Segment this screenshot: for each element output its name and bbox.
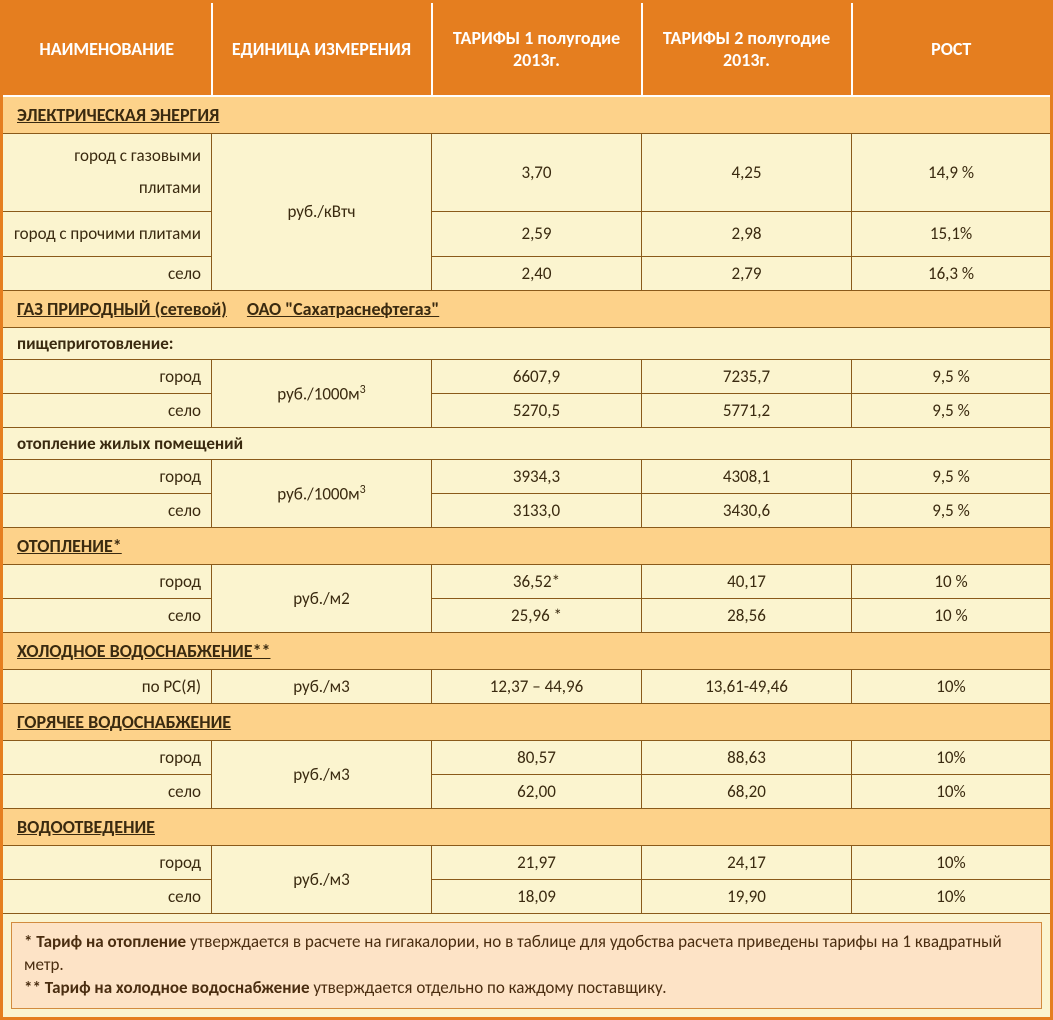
note-1: * Тариф на отопление утверждается в расч… xyxy=(24,931,1029,977)
val-t1: 25,96 * xyxy=(432,598,642,632)
gas-sub-heating: отопление жилых помещений xyxy=(2,427,1052,459)
row-name: село xyxy=(2,393,212,427)
section-electricity: ЭЛЕКТРИЧЕСКАЯ ЭНЕРГИЯ xyxy=(2,96,1052,134)
unit-cell: руб./1000м3 xyxy=(212,359,432,427)
header-growth: РОСТ xyxy=(852,2,1052,97)
val-g: 10% xyxy=(852,845,1052,879)
header-unit: ЕДИНИЦА ИЗМЕРЕНИЯ xyxy=(212,2,432,97)
row-name: село xyxy=(2,774,212,808)
table-row: село 5270,5 5771,2 9,5 % xyxy=(2,393,1052,427)
val-t1: 2,40 xyxy=(432,256,642,290)
val-t1: 3934,3 xyxy=(432,459,642,493)
table-row: по РС(Я) руб./м3 12,37 – 44,96 13,61-49,… xyxy=(2,669,1052,703)
row-name: город xyxy=(2,564,212,598)
notes-box: * Тариф на отопление утверждается в расч… xyxy=(11,922,1042,1009)
row-name: село xyxy=(2,493,212,527)
val-t2: 7235,7 xyxy=(642,359,852,393)
table-row: село 25,96 * 28,56 10 % xyxy=(2,598,1052,632)
unit-cell: руб./кВтч xyxy=(212,134,432,291)
unit-cell: руб./м3 xyxy=(212,669,432,703)
val-g: 10% xyxy=(852,774,1052,808)
val-g: 10 % xyxy=(852,564,1052,598)
val-t2: 5771,2 xyxy=(642,393,852,427)
val-g: 9,5 % xyxy=(852,393,1052,427)
val-g: 10 % xyxy=(852,598,1052,632)
table-row: село 18,09 19,90 10% xyxy=(2,879,1052,913)
unit-cell: руб./м3 xyxy=(212,845,432,913)
table-row: город с прочими плитами 2,59 2,98 15,1% xyxy=(2,211,1052,256)
val-t2: 19,90 xyxy=(642,879,852,913)
val-t2: 68,20 xyxy=(642,774,852,808)
row-name: город xyxy=(2,459,212,493)
val-t2: 2,98 xyxy=(642,211,852,256)
row-name: город xyxy=(2,740,212,774)
table-row: город руб./м3 80,57 88,63 10% xyxy=(2,740,1052,774)
table-row: село 3133,0 3430,6 9,5 % xyxy=(2,493,1052,527)
val-t1: 21,97 xyxy=(432,845,642,879)
table-row: село 2,40 2,79 16,3 % xyxy=(2,256,1052,290)
val-t2: 88,63 xyxy=(642,740,852,774)
val-t1: 3,70 xyxy=(432,134,642,212)
table-row: город руб./м3 21,97 24,17 10% xyxy=(2,845,1052,879)
val-t1: 6607,9 xyxy=(432,359,642,393)
val-t2: 2,79 xyxy=(642,256,852,290)
val-t1: 62,00 xyxy=(432,774,642,808)
row-name: село xyxy=(2,598,212,632)
unit-cell: руб./м3 xyxy=(212,740,432,808)
unit-cell: руб./м2 xyxy=(212,564,432,632)
val-t1: 12,37 – 44,96 xyxy=(432,669,642,703)
table-row: село 62,00 68,20 10% xyxy=(2,774,1052,808)
section-hotwater: ГОРЯЧЕЕ ВОДОСНАБЖЕНИЕ xyxy=(2,703,1052,740)
row-name: по РС(Я) xyxy=(2,669,212,703)
val-t1: 3133,0 xyxy=(432,493,642,527)
val-t2: 40,17 xyxy=(642,564,852,598)
val-t1: 5270,5 xyxy=(432,393,642,427)
section-gas: ГАЗ ПРИРОДНЫЙ (сетевой)ОАО "Сахатраснефт… xyxy=(2,290,1052,327)
header-tariff1: ТАРИФЫ 1 полугодие 2013г. xyxy=(432,2,642,97)
notes-row: * Тариф на отопление утверждается в расч… xyxy=(2,913,1052,1018)
val-g: 9,5 % xyxy=(852,359,1052,393)
val-t2: 4308,1 xyxy=(642,459,852,493)
section-coldwater: ХОЛОДНОЕ ВОДОСНАБЖЕНИЕ** xyxy=(2,632,1052,669)
val-g: 14,9 % xyxy=(852,134,1052,212)
val-t2: 28,56 xyxy=(642,598,852,632)
val-g: 9,5 % xyxy=(852,493,1052,527)
val-t2: 13,61-49,46 xyxy=(642,669,852,703)
unit-cell: руб./1000м3 xyxy=(212,459,432,527)
table-row: город руб./1000м3 3934,3 4308,1 9,5 % xyxy=(2,459,1052,493)
row-name: город xyxy=(2,845,212,879)
tariffs-table: НАИМЕНОВАНИЕ ЕДИНИЦА ИЗМЕРЕНИЯ ТАРИФЫ 1 … xyxy=(0,0,1053,1020)
row-name: город с газовыми плитами xyxy=(2,134,212,212)
val-t1: 36,52* xyxy=(432,564,642,598)
val-g: 10% xyxy=(852,669,1052,703)
val-t2: 3430,6 xyxy=(642,493,852,527)
section-heating: ОТОПЛЕНИЕ* xyxy=(2,527,1052,564)
header-tariff2: ТАРИФЫ 2 полугодие 2013г. xyxy=(642,2,852,97)
val-t2: 4,25 xyxy=(642,134,852,212)
val-g: 16,3 % xyxy=(852,256,1052,290)
val-t1: 80,57 xyxy=(432,740,642,774)
row-name: город xyxy=(2,359,212,393)
section-sewage: ВОДООТВЕДЕНИЕ xyxy=(2,808,1052,845)
note-2: ** Тариф на холодное водоснабжение утвер… xyxy=(24,977,1029,1000)
val-g: 9,5 % xyxy=(852,459,1052,493)
gas-sub-cooking: пищеприготовление: xyxy=(2,327,1052,359)
val-t1: 18,09 xyxy=(432,879,642,913)
val-g: 10% xyxy=(852,879,1052,913)
row-name: город с прочими плитами xyxy=(2,211,212,256)
row-name: село xyxy=(2,256,212,290)
val-t2: 24,17 xyxy=(642,845,852,879)
row-name: село xyxy=(2,879,212,913)
val-g: 15,1% xyxy=(852,211,1052,256)
table-row: город с газовыми плитами руб./кВтч 3,70 … xyxy=(2,134,1052,212)
val-g: 10% xyxy=(852,740,1052,774)
table-row: город руб./м2 36,52* 40,17 10 % xyxy=(2,564,1052,598)
header-name: НАИМЕНОВАНИЕ xyxy=(2,2,212,97)
val-t1: 2,59 xyxy=(432,211,642,256)
table-row: город руб./1000м3 6607,9 7235,7 9,5 % xyxy=(2,359,1052,393)
header-row: НАИМЕНОВАНИЕ ЕДИНИЦА ИЗМЕРЕНИЯ ТАРИФЫ 1 … xyxy=(2,2,1052,97)
